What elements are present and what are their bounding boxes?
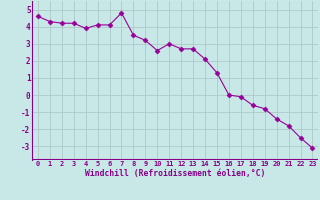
- X-axis label: Windchill (Refroidissement éolien,°C): Windchill (Refroidissement éolien,°C): [85, 169, 265, 178]
